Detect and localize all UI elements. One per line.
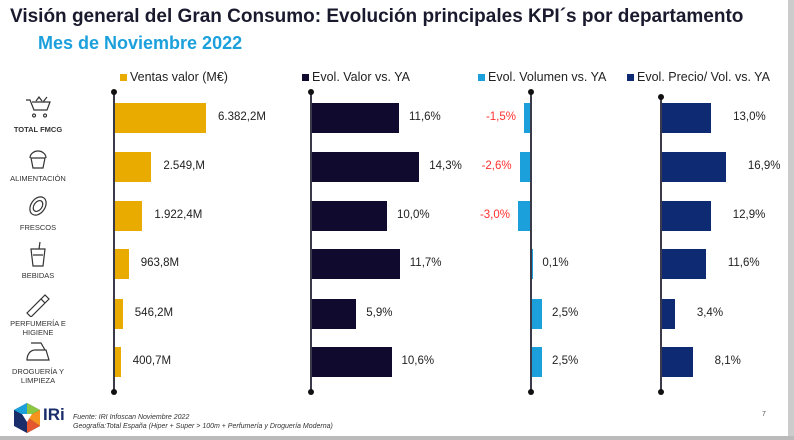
data-label: 963,8M bbox=[140, 257, 180, 269]
bar bbox=[115, 152, 152, 182]
axis-line bbox=[310, 92, 312, 392]
bar bbox=[662, 152, 726, 182]
bar bbox=[524, 103, 530, 133]
data-label: 2,5% bbox=[552, 307, 579, 319]
bar bbox=[532, 299, 542, 329]
legend-label: Ventas valor (M€) bbox=[130, 70, 228, 84]
bar bbox=[312, 103, 399, 133]
axis-dot-bottom bbox=[528, 389, 534, 395]
iri-logo-icon bbox=[14, 403, 40, 433]
data-label: 11,7% bbox=[409, 257, 442, 269]
data-label: 11,6% bbox=[409, 111, 441, 123]
bar bbox=[662, 249, 706, 279]
axis-dot-bottom bbox=[111, 389, 117, 395]
data-label: 6.382,2M bbox=[218, 111, 266, 123]
data-label: 11,6% bbox=[727, 257, 760, 269]
category-label: FRESCOS bbox=[19, 223, 57, 232]
data-label: 12,9% bbox=[732, 209, 766, 221]
data-label: 14,3% bbox=[429, 160, 462, 172]
axis-dot-top bbox=[658, 94, 664, 100]
legend-swatch bbox=[302, 74, 309, 81]
data-label: 3,4% bbox=[696, 307, 724, 319]
category-label: DROGUERÍA Y LIMPIEZA bbox=[12, 367, 64, 385]
bar bbox=[312, 249, 400, 279]
legend-swatch bbox=[120, 74, 127, 81]
bar bbox=[115, 249, 129, 279]
bar bbox=[312, 152, 420, 182]
source-note: Fuente: IRI Infoscan Noviembre 2022 bbox=[73, 414, 190, 421]
bar bbox=[662, 103, 712, 133]
bottom-border bbox=[0, 436, 794, 440]
axis-line bbox=[530, 92, 532, 392]
data-label: -1,5% bbox=[485, 111, 516, 123]
iron-icon bbox=[26, 342, 50, 361]
data-label: -3,0% bbox=[479, 209, 510, 221]
bar bbox=[115, 299, 123, 329]
legend-label: Evol. Volumen vs. YA bbox=[488, 70, 607, 84]
page-number: 7 bbox=[762, 411, 766, 418]
muffin-icon bbox=[29, 150, 47, 169]
bar bbox=[312, 347, 392, 377]
bar bbox=[115, 201, 143, 231]
data-label: 8,1% bbox=[714, 355, 741, 367]
bar bbox=[519, 152, 530, 182]
legend-swatch bbox=[478, 74, 485, 81]
data-label: 2,5% bbox=[552, 355, 579, 367]
bar bbox=[662, 347, 693, 377]
legend-swatch bbox=[627, 74, 634, 81]
data-label: 2.549,M bbox=[163, 160, 205, 172]
legend-4: Evol. Precio/ Vol. vs. YA bbox=[627, 70, 770, 84]
data-label: 10,0% bbox=[397, 209, 430, 221]
geo-note: Geografía:Total España (Hiper + Super > … bbox=[73, 423, 333, 430]
bar bbox=[312, 299, 357, 329]
tube-icon bbox=[26, 294, 50, 317]
category-label: TOTAL FMCG bbox=[13, 125, 63, 134]
axis-dot-bottom bbox=[658, 389, 664, 395]
page-subtitle: Mes de Noviembre 2022 bbox=[38, 33, 243, 53]
data-label: 10,6% bbox=[401, 355, 435, 367]
data-label: 13,0% bbox=[733, 111, 766, 123]
bar bbox=[518, 201, 530, 231]
iri-logo: IRi bbox=[43, 405, 65, 424]
legend-label: Evol. Valor vs. YA bbox=[312, 70, 410, 84]
shopping-cart-icon bbox=[26, 96, 51, 118]
data-label: 16,9% bbox=[747, 160, 781, 172]
drink-cup-icon bbox=[30, 241, 46, 267]
papaya-icon bbox=[29, 196, 47, 216]
category-label: ALIMENTACIÓN bbox=[10, 174, 66, 183]
data-label: 5,9% bbox=[366, 307, 393, 319]
data-label: -2,6% bbox=[481, 160, 512, 172]
axis-dot-bottom bbox=[308, 389, 314, 395]
axis-line bbox=[113, 92, 115, 392]
legend-label: Evol. Precio/ Vol. vs. YA bbox=[637, 70, 770, 84]
bar bbox=[115, 103, 206, 133]
data-label: 1.922,4M bbox=[154, 209, 203, 221]
axis-dot-top bbox=[528, 89, 534, 95]
legend-3: Evol. Volumen vs. YA bbox=[478, 70, 606, 84]
axis-line bbox=[660, 97, 662, 392]
category-label: PERFUMERÍA E HIGIENE bbox=[10, 319, 66, 337]
data-label: 400,7M bbox=[132, 355, 172, 367]
category-label: BEBIDAS bbox=[21, 271, 55, 280]
bar bbox=[662, 299, 675, 329]
axis-dot-top bbox=[308, 89, 314, 95]
bar bbox=[532, 347, 542, 377]
data-label: 546,2M bbox=[134, 307, 174, 319]
legend-1: Ventas valor (M€) bbox=[120, 70, 228, 84]
bar bbox=[115, 347, 121, 377]
scrollbar[interactable] bbox=[788, 0, 794, 440]
bar bbox=[662, 201, 711, 231]
legend-2: Evol. Valor vs. YA bbox=[302, 70, 410, 84]
bar bbox=[312, 201, 387, 231]
data-label: 0,1% bbox=[542, 257, 569, 269]
page-title: Visión general del Gran Consumo: Evoluci… bbox=[10, 6, 744, 27]
axis-dot-top bbox=[111, 89, 117, 95]
footer-notes: Fuente: IRI Infoscan Noviembre 2022 Geog… bbox=[73, 413, 333, 431]
